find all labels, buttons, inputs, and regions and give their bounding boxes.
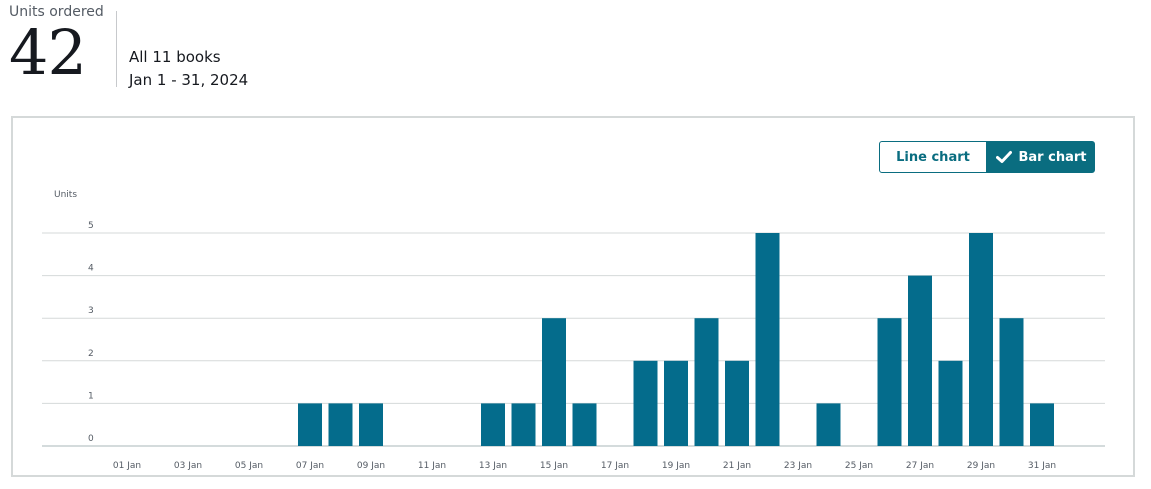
chart-type-toggle: Line chart Bar chart	[879, 141, 1095, 173]
bar	[1030, 403, 1054, 446]
x-tick-label: 09 Jan	[357, 461, 385, 471]
line-chart-button[interactable]: Line chart	[879, 141, 987, 173]
bar-chart-label: Bar chart	[1018, 149, 1087, 165]
y-tick-label: 2	[88, 349, 94, 359]
bar	[725, 360, 749, 446]
bar	[816, 403, 841, 446]
x-tick-label: 25 Jan	[845, 461, 873, 471]
bar	[572, 403, 597, 446]
bar	[938, 360, 963, 446]
scope-books: All 11 books	[129, 48, 221, 66]
check-icon	[995, 150, 1012, 164]
bar	[481, 403, 505, 446]
scope-info: All 11 books Jan 1 - 31, 2024	[129, 46, 248, 92]
bar	[359, 403, 383, 446]
metric-label: Units ordered	[9, 4, 104, 20]
bar	[969, 233, 993, 446]
bar	[877, 318, 902, 446]
metric-value: 42	[9, 16, 87, 89]
x-tick-label: 15 Jan	[540, 461, 568, 471]
x-tick-label: 29 Jan	[967, 461, 995, 471]
y-axis-label: Units	[54, 190, 77, 200]
x-tick-label: 21 Jan	[723, 461, 751, 471]
x-tick-label: 01 Jan	[113, 461, 141, 471]
bar	[908, 275, 932, 446]
x-tick-label: 07 Jan	[296, 461, 324, 471]
bar	[664, 360, 688, 446]
y-tick-label: 1	[88, 391, 94, 401]
x-tick-label: 13 Jan	[479, 461, 507, 471]
bar	[328, 403, 353, 446]
bar	[755, 233, 780, 446]
summary-header: Units ordered 42 All 11 books Jan 1 - 31…	[0, 0, 600, 100]
y-tick-label: 0	[88, 434, 94, 444]
y-tick-label: 3	[88, 306, 94, 316]
bar	[694, 318, 719, 446]
x-tick-label: 19 Jan	[662, 461, 690, 471]
y-tick-label: 4	[88, 264, 94, 274]
bar	[298, 403, 322, 446]
scope-dates: Jan 1 - 31, 2024	[129, 71, 249, 89]
line-chart-label: Line chart	[896, 149, 970, 165]
x-tick-label: 03 Jan	[174, 461, 202, 471]
x-tick-label: 17 Jan	[601, 461, 629, 471]
bar	[542, 318, 566, 446]
bar	[999, 318, 1024, 446]
x-tick-label: 27 Jan	[906, 461, 934, 471]
divider	[116, 11, 117, 87]
x-tick-label: 05 Jan	[235, 461, 263, 471]
x-tick-label: 31 Jan	[1028, 461, 1056, 471]
bar	[511, 403, 536, 446]
y-tick-label: 5	[88, 221, 94, 231]
bar	[633, 360, 658, 446]
x-tick-label: 23 Jan	[784, 461, 812, 471]
x-tick-label: 11 Jan	[418, 461, 446, 471]
bar-chart-button[interactable]: Bar chart	[987, 141, 1095, 173]
